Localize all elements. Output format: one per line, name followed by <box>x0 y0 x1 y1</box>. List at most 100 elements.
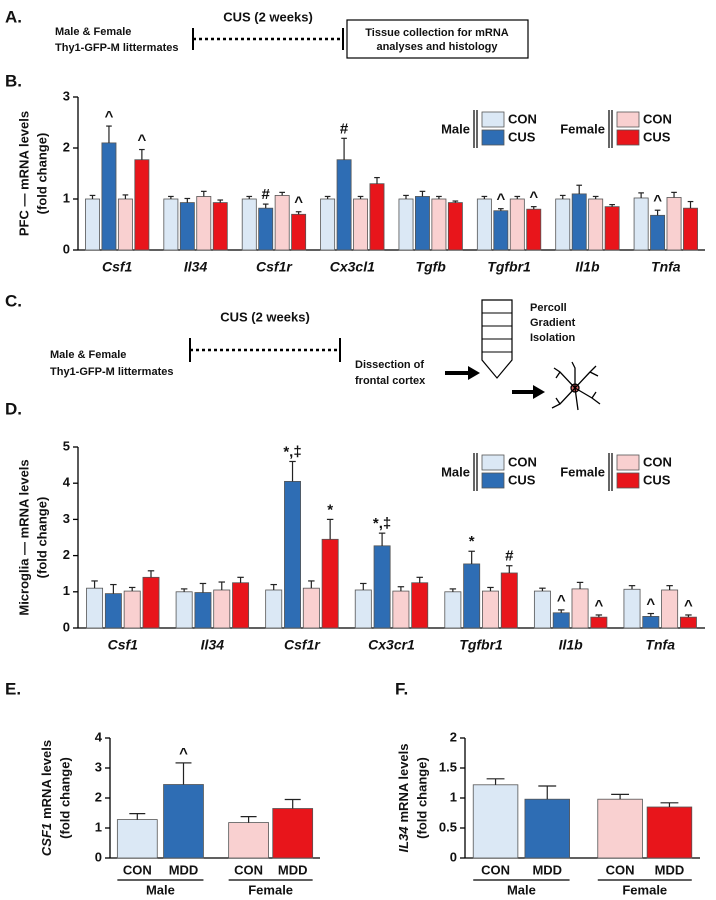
bar <box>482 590 499 629</box>
subject-text: Thy1-GFP-M littermates <box>55 42 178 54</box>
bar <box>258 207 274 251</box>
legend-swatch <box>616 454 640 471</box>
bar <box>228 822 269 859</box>
bar <box>526 208 542 251</box>
bar <box>373 545 391 629</box>
bar <box>369 183 385 251</box>
bar <box>415 196 430 251</box>
significance-mark: # <box>262 186 271 203</box>
significance-mark: *,‡ <box>373 515 391 532</box>
legend-swatch <box>616 129 640 146</box>
y-tick-label: 2 <box>63 139 70 154</box>
step-text: Dissection of <box>355 359 424 371</box>
bar <box>336 159 352 251</box>
x-tick-label: MDD <box>169 862 199 877</box>
legend-label: CON <box>643 111 672 126</box>
significance-mark: # <box>505 548 514 565</box>
bar <box>284 480 301 629</box>
group-label: Female <box>248 882 293 897</box>
x-tick-label: CON <box>606 862 635 877</box>
bar <box>354 589 372 629</box>
subject-text: Male & Female <box>50 349 126 361</box>
y-axis-label: Microglia — mRNA levels <box>16 459 31 615</box>
legend-swatch <box>481 111 505 128</box>
legend-label: CUS <box>508 129 536 144</box>
bar <box>179 202 195 251</box>
bar <box>232 582 250 629</box>
bar <box>163 784 204 859</box>
y-tick-label: 1.5 <box>439 759 457 774</box>
y-tick-label: 1 <box>63 583 70 598</box>
x-tick-label: MDD <box>278 862 308 877</box>
y-axis-label: (fold change) <box>34 133 49 215</box>
x-tick-label: CON <box>234 862 263 877</box>
y-axis-label-text: mRNA levels <box>39 740 54 819</box>
arrow-head <box>468 366 480 380</box>
x-tick-label: Cx3cl1 <box>330 259 375 275</box>
legend-label: CON <box>508 111 537 126</box>
y-tick-label: 1 <box>63 190 70 205</box>
significance-mark: # <box>340 120 349 137</box>
bar <box>274 195 290 251</box>
y-tick-label: 3 <box>63 511 70 526</box>
x-tick-label: Csf1 <box>108 637 139 653</box>
bar <box>493 210 509 251</box>
legend-label: CUS <box>643 129 671 144</box>
x-tick-label: MDD <box>532 862 562 877</box>
period-text: CUS (2 weeks) <box>223 9 313 24</box>
step-text: Isolation <box>530 332 576 344</box>
bar <box>472 784 519 859</box>
bar <box>597 798 643 859</box>
step-text: Gradient <box>530 317 576 329</box>
bar <box>661 589 679 629</box>
x-tick-label: Tgfb <box>416 259 447 275</box>
bar <box>552 612 570 629</box>
bar <box>590 616 608 629</box>
y-tick-label: 0 <box>95 849 102 864</box>
panel-label: D. <box>5 399 22 418</box>
bar <box>302 587 320 629</box>
legend-group: Female <box>560 464 605 479</box>
bar <box>265 589 283 629</box>
bar <box>117 198 133 251</box>
x-tick-label: Tgfbr1 <box>459 637 503 653</box>
group-label: Male <box>146 882 175 897</box>
period-text: CUS (2 weeks) <box>220 309 310 324</box>
bar <box>213 589 231 629</box>
legend-swatch <box>481 129 505 146</box>
bar <box>353 198 368 251</box>
bar <box>571 193 587 251</box>
significance-mark: * <box>327 501 333 518</box>
bar <box>392 590 410 629</box>
subject-text: Thy1-GFP-M littermates <box>50 366 173 378</box>
y-tick-label: 4 <box>63 475 71 490</box>
significance-mark: ^ <box>179 745 188 762</box>
significance-mark: ^ <box>137 131 146 148</box>
bar <box>320 198 336 251</box>
x-tick-label: MDD <box>655 862 685 877</box>
legend-label: CUS <box>643 472 671 487</box>
y-tick-label: 0 <box>450 849 457 864</box>
bar <box>142 576 160 629</box>
bar <box>476 198 492 251</box>
y-axis-label-text: mRNA levels <box>396 743 411 822</box>
arrow-head <box>533 385 545 399</box>
bar <box>321 538 339 629</box>
outcome-text: analyses and histology <box>376 41 498 53</box>
significance-mark: ^ <box>294 194 303 211</box>
panel-label: E. <box>5 679 21 698</box>
bar <box>533 590 551 629</box>
outcome-text: Tissue collection for mRNA <box>365 27 508 39</box>
bar <box>623 588 641 629</box>
bar <box>291 213 307 251</box>
bar <box>86 587 104 629</box>
y-axis-label: PFC — mRNA levels <box>16 111 31 236</box>
significance-mark: ^ <box>496 191 505 208</box>
y-axis-label: CSF1 mRNA levels <box>39 740 54 856</box>
bar <box>116 819 158 859</box>
y-tick-label: 0 <box>63 241 70 256</box>
legend-swatch <box>616 472 640 489</box>
x-tick-label: Csf1r <box>256 259 293 275</box>
step-text: frontal cortex <box>355 375 426 387</box>
